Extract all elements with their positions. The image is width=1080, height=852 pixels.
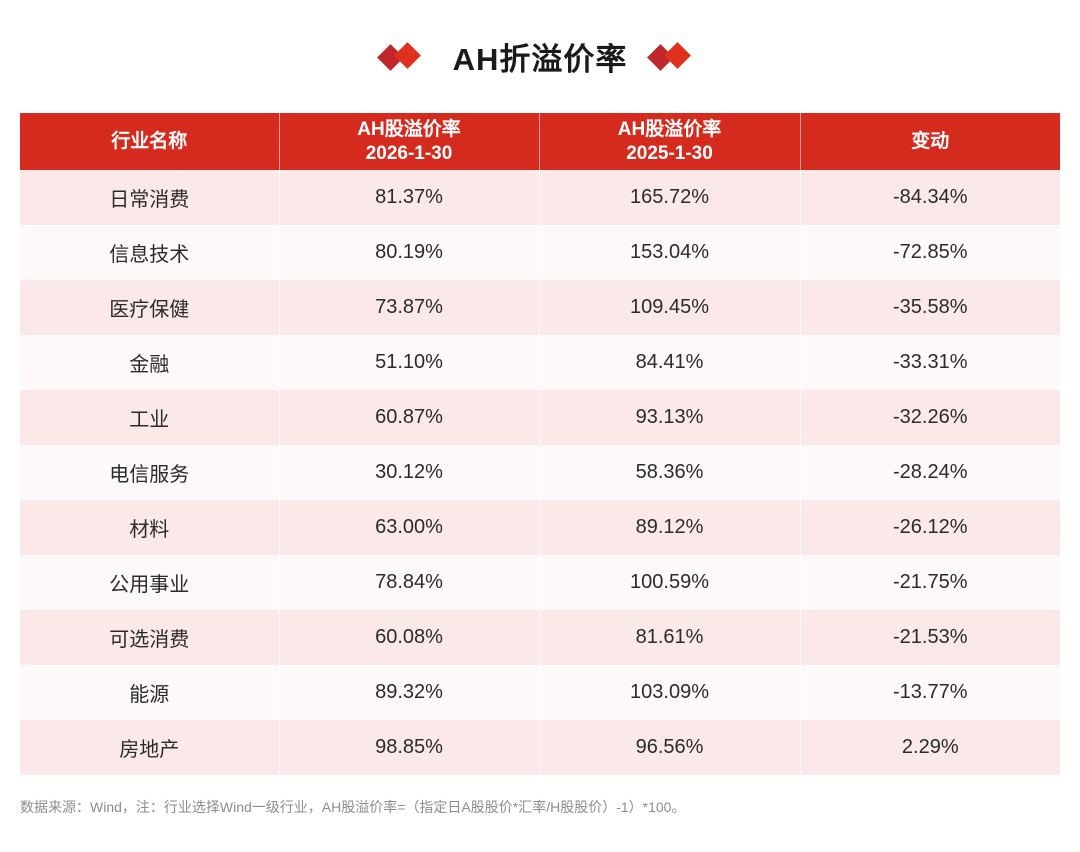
cell-industry-name: 能源	[20, 665, 280, 720]
table-header: 行业名称 AH股溢价率 2026-1-30 AH股溢价率 2025-1-30 变…	[20, 113, 1060, 170]
cell-industry-name: 工业	[20, 390, 280, 445]
cell-industry-name: 医疗保健	[20, 280, 280, 335]
cell-current-premium: 63.00%	[279, 500, 540, 555]
cell-previous-premium: 84.41%	[539, 335, 801, 390]
diamond-icon	[664, 41, 692, 69]
cell-current-premium: 78.84%	[279, 555, 540, 610]
column-header-previous: AH股溢价率 2025-1-30	[539, 113, 801, 170]
cell-change-value: -21.53%	[800, 610, 1060, 665]
cell-change-value: -72.85%	[800, 225, 1060, 280]
cell-change-value: -26.12%	[800, 500, 1060, 555]
column-header-current: AH股溢价率 2026-1-30	[279, 113, 540, 170]
cell-industry-name: 金融	[20, 335, 280, 390]
diamond-icon	[393, 41, 421, 69]
cell-previous-premium: 165.72%	[539, 170, 801, 225]
cell-change-value: -35.58%	[800, 280, 1060, 335]
table-row: 医疗保健 73.87% 109.45% -35.58%	[20, 280, 1060, 335]
table-row: 金融 51.10% 84.41% -33.31%	[20, 335, 1060, 390]
table-row: 材料 63.00% 89.12% -26.12%	[20, 500, 1060, 555]
cell-current-premium: 80.19%	[279, 225, 540, 280]
cell-previous-premium: 109.45%	[539, 280, 801, 335]
cell-change-value: -32.26%	[800, 390, 1060, 445]
cell-industry-name: 信息技术	[20, 225, 280, 280]
table-container: 行业名称 AH股溢价率 2026-1-30 AH股溢价率 2025-1-30 变…	[20, 113, 1060, 775]
column-header-line1: AH股溢价率	[357, 119, 461, 141]
cell-current-premium: 89.32%	[279, 665, 540, 720]
cell-current-premium: 60.87%	[279, 390, 540, 445]
cell-change-value: -33.31%	[800, 335, 1060, 390]
cell-change-value: 2.29%	[800, 720, 1060, 775]
table-header-row: 行业名称 AH股溢价率 2026-1-30 AH股溢价率 2025-1-30 变…	[20, 113, 1060, 170]
cell-current-premium: 73.87%	[279, 280, 540, 335]
column-header-line2: 2025-1-30	[626, 142, 713, 164]
table-row: 可选消费 60.08% 81.61% -21.53%	[20, 610, 1060, 665]
table-row: 房地产 98.85% 96.56% 2.29%	[20, 720, 1060, 775]
cell-change-value: -21.75%	[800, 555, 1060, 610]
column-header-change: 变动	[800, 113, 1060, 170]
cell-current-premium: 98.85%	[279, 720, 540, 775]
table-row: 能源 89.32% 103.09% -13.77%	[20, 665, 1060, 720]
cell-previous-premium: 89.12%	[539, 500, 801, 555]
cell-industry-name: 房地产	[20, 720, 280, 775]
column-header-industry: 行业名称	[20, 113, 280, 170]
diamond-pair-left-icon	[376, 41, 431, 71]
page-title: AH折溢价率	[452, 42, 628, 77]
column-header-line1: 行业名称	[111, 130, 188, 152]
column-header-line1: 变动	[911, 130, 950, 152]
table-row: 日常消费 81.37% 165.72% -84.34%	[20, 170, 1060, 225]
cell-previous-premium: 153.04%	[539, 225, 801, 280]
cell-current-premium: 51.10%	[279, 335, 540, 390]
cell-industry-name: 日常消费	[20, 170, 280, 225]
table-body: 日常消费 81.37% 165.72% -84.34% 信息技术 80.19% 153.04…	[20, 170, 1060, 775]
cell-change-value: -13.77%	[800, 665, 1060, 720]
ah-premium-table: 行业名称 AH股溢价率 2026-1-30 AH股溢价率 2025-1-30 变…	[20, 113, 1060, 775]
column-header-line2: 2026-1-30	[365, 142, 453, 164]
table-row: 工业 60.87% 93.13% -32.26%	[20, 390, 1060, 445]
cell-current-premium: 60.08%	[279, 610, 540, 665]
cell-previous-premium: 81.61%	[539, 610, 801, 665]
cell-previous-premium: 93.13%	[539, 390, 801, 445]
footnote: 数据来源：Wind，注：行业选择Wind一级行业，AH股溢价率=（指定日A股股价…	[20, 799, 686, 815]
diamond-pair-right-icon	[647, 41, 701, 71]
cell-current-premium: 30.12%	[279, 445, 540, 500]
column-header-line1: AH股溢价率	[617, 119, 722, 141]
table-row: 公用事业 78.84% 100.59% -21.75%	[20, 555, 1060, 610]
cell-current-premium: 81.37%	[279, 170, 540, 225]
page-header: AH折溢价率	[0, 0, 1080, 113]
cell-industry-name: 公用事业	[20, 555, 280, 610]
cell-change-value: -84.34%	[800, 170, 1060, 225]
cell-previous-premium: 103.09%	[539, 665, 801, 720]
cell-industry-name: 电信服务	[20, 445, 280, 500]
table-row: 电信服务 30.12% 58.36% -28.24%	[20, 445, 1060, 500]
cell-industry-name: 可选消费	[20, 610, 280, 665]
cell-change-value: -28.24%	[800, 445, 1060, 500]
cell-previous-premium: 58.36%	[539, 445, 801, 500]
cell-previous-premium: 100.59%	[539, 555, 801, 610]
cell-industry-name: 材料	[20, 500, 280, 555]
cell-previous-premium: 96.56%	[539, 720, 801, 775]
table-row: 信息技术 80.19% 153.04% -72.85%	[20, 225, 1060, 280]
